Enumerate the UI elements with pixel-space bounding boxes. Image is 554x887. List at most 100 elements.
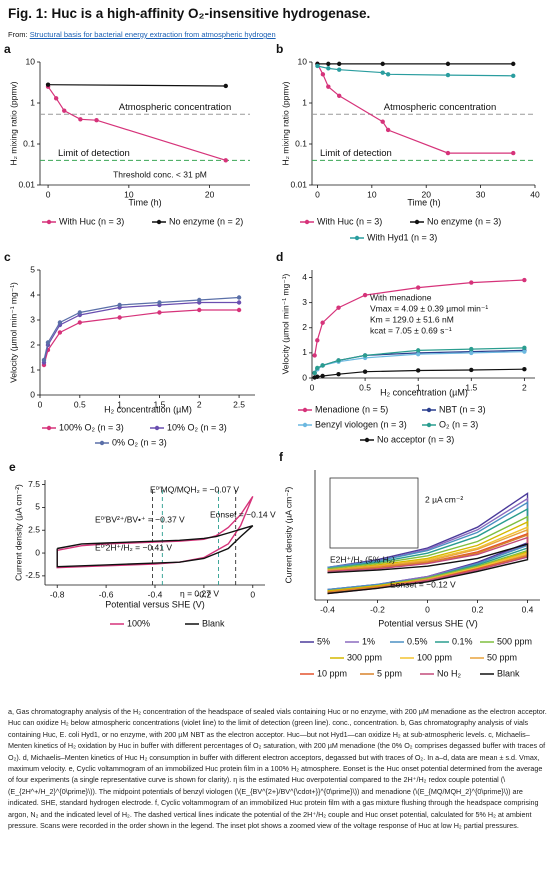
legend-dot xyxy=(302,422,308,428)
panel-letter: f xyxy=(279,450,284,464)
y-tick-label: 1 xyxy=(30,97,35,107)
data-point xyxy=(320,373,325,379)
x-tick-label: 1 xyxy=(416,382,421,392)
data-point xyxy=(78,117,83,122)
legend-dot xyxy=(414,219,420,225)
y-tick-label: 5 xyxy=(35,502,40,512)
legend-label: Benzyl viologen (n = 3) xyxy=(315,419,407,429)
x-tick-label: -0.4 xyxy=(148,589,163,599)
series-line xyxy=(43,301,240,363)
x-tick-label: 0 xyxy=(38,399,43,409)
x-tick-label: -0.2 xyxy=(370,604,385,614)
panel-letter: a xyxy=(4,42,11,56)
series-line xyxy=(43,296,240,361)
data-point xyxy=(336,93,342,98)
legend-label: No acceptor (n = 3) xyxy=(377,434,454,444)
inset-frame xyxy=(329,477,419,549)
data-point xyxy=(236,295,242,300)
data-point xyxy=(77,310,83,315)
legend-label: With Hyd1 (n = 3) xyxy=(367,232,437,242)
x-axis-label: H₂ concentration (µM) xyxy=(104,404,192,414)
y-axis-label: H₂ mixing ratio (ppmv) xyxy=(280,81,290,165)
data-point xyxy=(223,158,228,163)
data-point xyxy=(336,67,342,72)
data-point xyxy=(117,302,122,308)
data-point xyxy=(522,349,527,354)
legend-dot xyxy=(154,425,160,431)
data-point xyxy=(157,310,162,315)
series-line xyxy=(317,65,514,77)
annotation: Km = 129.0 ± 51.6 nM xyxy=(370,314,454,324)
data-point xyxy=(445,150,451,156)
panel-letter: d xyxy=(276,250,283,264)
reference-label: Atmospheric concentration xyxy=(119,102,231,113)
y-tick-label: 0 xyxy=(30,389,35,399)
series-line xyxy=(43,309,240,366)
legend-label: NBT (n = 3) xyxy=(439,404,486,414)
annotation: Vmax = 4.09 ± 0.39 µmol min⁻¹ xyxy=(370,303,488,313)
data-point xyxy=(445,61,451,67)
legend-label: 10% O₂ (n = 3) xyxy=(167,422,227,432)
panel-letter: b xyxy=(276,42,283,56)
annotation: η = 0.27 V xyxy=(180,588,219,598)
y-tick-label: 0 xyxy=(302,372,307,382)
y-tick-label: 1 xyxy=(302,347,307,357)
data-point xyxy=(336,61,342,67)
annotation: E⁰′BV²⁺/BV•⁺ = −0.37 V xyxy=(95,514,185,524)
annotation: Eonset = −0.12 V xyxy=(390,579,456,589)
data-point xyxy=(380,61,385,67)
data-point xyxy=(57,330,63,335)
x-tick-label: 0 xyxy=(250,589,255,599)
y-axis-label: H₂ mixing ratio (ppmv) xyxy=(8,81,18,165)
legend-dot xyxy=(354,235,360,241)
y-tick-label: 0 xyxy=(35,547,40,557)
data-point xyxy=(223,83,228,89)
series-line xyxy=(327,543,529,595)
x-axis-label: Potential versus SHE (V) xyxy=(378,618,478,628)
x-axis-label: H₂ concentration (µM) xyxy=(380,387,468,397)
data-point xyxy=(45,82,51,87)
data-point xyxy=(445,72,451,78)
legend-label: With Huc (n = 3) xyxy=(59,216,124,226)
data-point xyxy=(385,127,391,133)
y-tick-label: 0.1 xyxy=(295,138,307,148)
data-point xyxy=(336,305,341,310)
data-point xyxy=(57,320,63,325)
figure-title: Fig. 1: Huc is a high-affinity O₂-insens… xyxy=(8,6,371,21)
data-point xyxy=(94,118,99,123)
legend-label: With Huc (n = 3) xyxy=(317,216,382,226)
x-tick-label: 0 xyxy=(46,189,51,199)
annotation: E2H⁺/H₂ (5% H₂) xyxy=(330,554,395,564)
legend-label: 0% O₂ (n = 3) xyxy=(112,437,167,447)
legend-label: Menadione (n = 5) xyxy=(315,404,388,414)
legend-dot xyxy=(46,219,52,225)
x-tick-label: 10 xyxy=(124,189,134,199)
data-point xyxy=(469,280,474,285)
legend-label: 5% xyxy=(317,636,330,646)
data-point xyxy=(41,357,47,363)
data-point xyxy=(236,300,242,305)
legend-label: 10 ppm xyxy=(317,668,347,678)
data-point xyxy=(415,368,421,373)
source-link[interactable]: Structural basis for bacterial energy ex… xyxy=(29,30,276,39)
legend-dot xyxy=(46,425,52,431)
data-point xyxy=(385,72,391,77)
annotation: kcat = 7.05 ± 0.69 s⁻¹ xyxy=(370,325,452,335)
data-point xyxy=(53,96,59,101)
y-tick-label: 10 xyxy=(298,56,308,66)
series-line xyxy=(314,279,525,356)
legend-dot xyxy=(426,422,432,428)
x-tick-label: -0.6 xyxy=(99,589,114,599)
data-point xyxy=(522,345,527,351)
data-point xyxy=(522,277,527,283)
y-axis-label: Velocity (µmol min⁻¹ mg⁻¹) xyxy=(280,273,290,374)
x-tick-label: 0 xyxy=(310,382,315,392)
legend-label: Blank xyxy=(202,618,225,628)
y-tick-label: 2 xyxy=(30,339,35,349)
x-tick-label: 1.5 xyxy=(465,382,477,392)
x-tick-label: 10 xyxy=(367,189,377,199)
annotation: With menadione xyxy=(370,292,432,302)
x-tick-label: 30 xyxy=(476,189,486,199)
data-point xyxy=(326,61,331,67)
